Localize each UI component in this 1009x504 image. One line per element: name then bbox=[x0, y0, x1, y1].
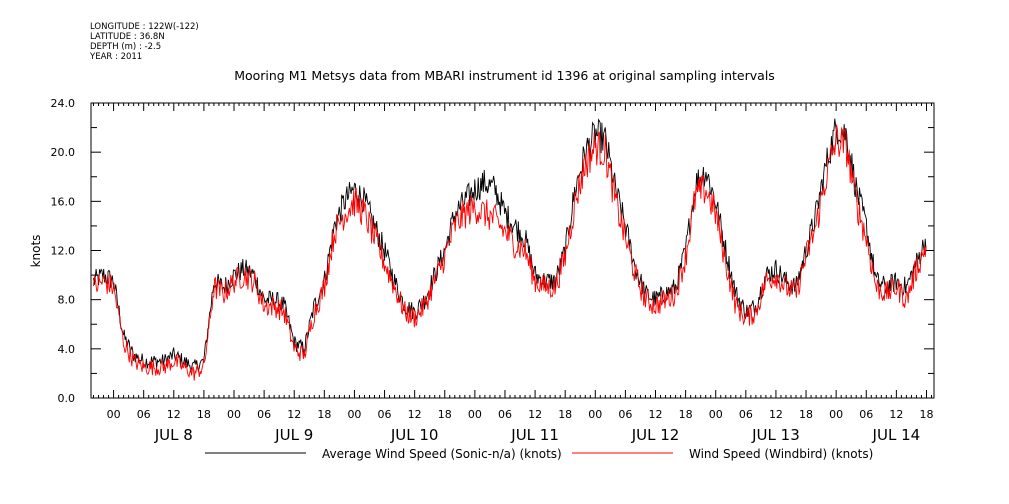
x-tick-label: 00 bbox=[107, 408, 121, 421]
y-tick-label: 0.0 bbox=[58, 392, 76, 405]
x-day-label: JUL 12 bbox=[631, 426, 680, 444]
legend-label-red: Wind Speed (Windbird) (knots) bbox=[689, 447, 873, 461]
x-day-label: JUL 14 bbox=[872, 426, 921, 444]
x-tick-label: 00 bbox=[709, 408, 723, 421]
axes bbox=[90, 102, 935, 399]
x-tick-label: 18 bbox=[679, 408, 693, 421]
x-tick-label: 12 bbox=[649, 408, 663, 421]
x-tick-label: 12 bbox=[769, 408, 783, 421]
meta-longitude: LONGITUDE : 122W(-122) bbox=[90, 22, 199, 32]
meta-latitude: LATITUDE : 36.8N bbox=[90, 32, 165, 42]
metadata-block: LONGITUDE : 122W(-122) LATITUDE : 36.8N … bbox=[90, 22, 199, 62]
x-tick-label: 06 bbox=[498, 408, 512, 421]
x-tick-label: 12 bbox=[167, 408, 181, 421]
x-day-label: JUL 13 bbox=[751, 426, 800, 444]
legend-label-black: Average Wind Speed (Sonic-n/a) (knots) bbox=[322, 447, 562, 461]
y-tick-label: 16.0 bbox=[51, 195, 76, 208]
x-tick-label: 00 bbox=[588, 408, 602, 421]
x-tick-label: 06 bbox=[618, 408, 632, 421]
x-tick-label: 06 bbox=[739, 408, 753, 421]
x-tick-label: 06 bbox=[859, 408, 873, 421]
x-tick-label: 06 bbox=[257, 408, 271, 421]
axis-labels: 00 06 12 18 00 06 12 18 00 06 12 18 00 06 12 18 00 06 12 18… bbox=[51, 97, 934, 444]
y-tick-label: 4.0 bbox=[58, 343, 76, 356]
series-line-1 bbox=[93, 124, 927, 381]
x-tick-label: 06 bbox=[378, 408, 392, 421]
x-day-label: JUL 8 bbox=[154, 426, 193, 444]
y-tick-label: 8.0 bbox=[58, 294, 76, 307]
x-tick-label: 18 bbox=[197, 408, 211, 421]
x-tick-label: 18 bbox=[558, 408, 572, 421]
x-tick-label: 00 bbox=[347, 408, 361, 421]
chart-title: Mooring M1 Metsys data from MBARI instru… bbox=[234, 68, 775, 83]
x-tick-label: 18 bbox=[438, 408, 452, 421]
meta-year: YEAR : 2011 bbox=[90, 52, 143, 62]
x-tick-label: 00 bbox=[829, 408, 843, 421]
series-line-0 bbox=[93, 118, 927, 373]
x-day-label: JUL 10 bbox=[390, 426, 439, 444]
x-tick-label: 12 bbox=[287, 408, 301, 421]
x-tick-label: 18 bbox=[799, 408, 813, 421]
meta-depth: DEPTH (m) : -2.5 bbox=[90, 42, 162, 52]
legend: Average Wind Speed (Sonic-n/a) (knots) W… bbox=[205, 447, 873, 461]
y-axis-label: knots bbox=[29, 235, 43, 268]
x-tick-label: 12 bbox=[528, 408, 542, 421]
y-tick-label: 24.0 bbox=[51, 97, 76, 110]
x-day-label: JUL 9 bbox=[274, 426, 313, 444]
series-layer bbox=[93, 118, 927, 381]
x-tick-label: 18 bbox=[317, 408, 331, 421]
x-day-label: JUL 11 bbox=[510, 426, 559, 444]
y-tick-label: 20.0 bbox=[51, 146, 76, 159]
x-tick-label: 18 bbox=[919, 408, 933, 421]
x-tick-label: 06 bbox=[137, 408, 151, 421]
y-tick-label: 12.0 bbox=[51, 245, 76, 258]
x-tick-label: 00 bbox=[468, 408, 482, 421]
x-tick-label: 12 bbox=[889, 408, 903, 421]
x-tick-label: 00 bbox=[227, 408, 241, 421]
x-tick-label: 12 bbox=[408, 408, 422, 421]
